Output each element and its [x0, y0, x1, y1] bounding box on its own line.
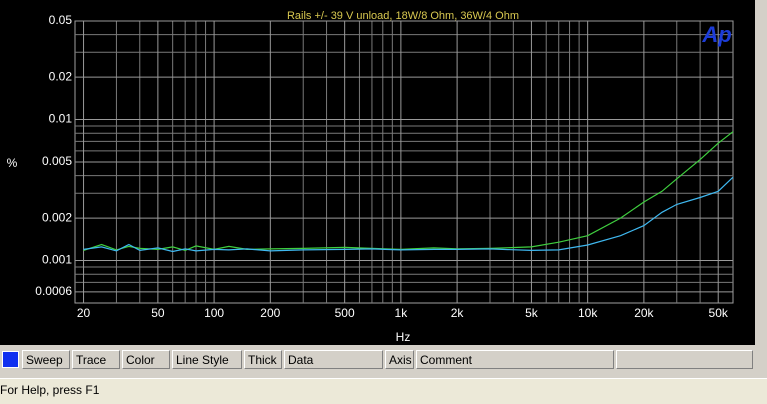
x-tick-label: 50k	[709, 306, 729, 320]
scroll-edge	[755, 0, 767, 348]
column-header[interactable]: Axis	[385, 350, 414, 369]
data-line	[83, 176, 734, 253]
status-bar: For Help, press F1	[0, 378, 767, 404]
x-axis-label: Hz	[396, 330, 411, 344]
y-tick-label: 0.05	[49, 13, 73, 27]
y-axis-label: %	[7, 156, 18, 170]
x-tick-label: 20	[77, 306, 91, 320]
status-text: For Help, press F1	[0, 383, 100, 397]
table-corner[interactable]	[2, 351, 19, 368]
y-tick-label: 0.02	[49, 69, 73, 83]
data-line	[83, 131, 734, 252]
x-tick-label: 1k	[395, 306, 409, 320]
column-header[interactable]: Line Style	[172, 350, 242, 369]
column-header[interactable]: Thick	[244, 350, 282, 369]
column-header[interactable]: Sweep	[22, 350, 70, 369]
column-header[interactable]: Comment	[416, 350, 614, 369]
x-tick-label: 20k	[634, 306, 654, 320]
trace-table: Sweep Trace Color Line Style Thick Data Axis Co…	[0, 350, 755, 370]
x-tick-label: 50	[151, 306, 165, 320]
column-header-empty	[616, 350, 753, 369]
y-tick-label: 0.01	[49, 112, 73, 126]
y-tick-label: 0.001	[42, 253, 72, 267]
y-tick-label: 0.002	[42, 210, 72, 224]
y-tick-label: 0.0006	[35, 284, 72, 298]
x-tick-label: 5k	[525, 306, 539, 320]
column-header[interactable]: Trace	[72, 350, 120, 369]
chart-title: Rails +/- 39 V unload, 18W/8 Ohm, 36W/4 …	[287, 10, 519, 22]
x-tick-label: 100	[204, 306, 224, 320]
column-header[interactable]: Color	[122, 350, 170, 369]
x-tick-label: 2k	[451, 306, 465, 320]
x-tick-label: 500	[335, 306, 355, 320]
x-tick-label: 200	[260, 306, 280, 320]
column-header[interactable]: Data	[284, 350, 383, 369]
logo: Ap	[701, 22, 731, 47]
x-tick-label: 10k	[578, 306, 598, 320]
chart: Rails +/- 39 V unload, 18W/8 Ohm, 36W/4 …	[0, 0, 767, 348]
y-tick-label: 0.005	[42, 154, 72, 168]
